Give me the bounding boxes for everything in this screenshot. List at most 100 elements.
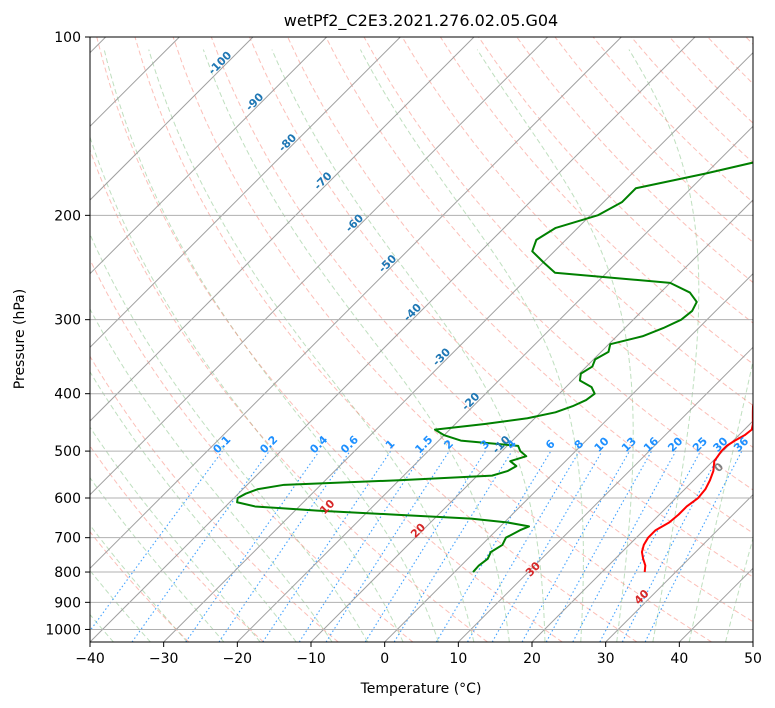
x-tick-label: 30 <box>597 651 615 667</box>
mixing-ratio-line <box>90 450 223 632</box>
dry-adiabat-line <box>90 148 488 642</box>
mixing-ratio-line <box>521 450 630 642</box>
chart-title: wetPf2_C2E3.2021.276.02.05.G04 <box>284 11 558 31</box>
x-tick-label: 10 <box>449 651 467 667</box>
dry-adiabat-line <box>516 37 753 284</box>
isotherm-line <box>90 37 475 422</box>
dry-adiabat-line <box>96 37 563 642</box>
x-tick-label: 0 <box>380 651 389 667</box>
dry-adiabat-line <box>287 37 753 534</box>
mixing-ratio-line <box>545 450 653 642</box>
mixing-ratio-label: 2 <box>441 437 456 452</box>
moist-adiabat-line <box>148 49 475 642</box>
isotherm-line <box>90 37 401 349</box>
dry-adiabat-line <box>554 37 753 243</box>
dry-adiabat-line <box>90 355 339 642</box>
moist-adiabat-line <box>90 233 369 642</box>
x-axis-ticks: −40 −30 −20 −10 0 10 20 30 40 50 <box>75 642 762 667</box>
isotherm-line <box>531 420 753 642</box>
dry-adiabat-line <box>210 37 753 623</box>
isotherm-line <box>163 51 753 642</box>
moist-adiabat-line <box>762 50 775 642</box>
dry-adiabat-line <box>325 37 753 491</box>
mixing-ratio-line <box>393 450 513 642</box>
isotherm-line <box>90 37 622 570</box>
isotherm-line <box>605 493 753 642</box>
dry-adiabat-line <box>172 37 712 642</box>
dry-adiabats <box>90 37 753 642</box>
sounding-traces <box>236 161 753 573</box>
x-tick-label: −40 <box>75 651 105 667</box>
isotherm-line <box>310 199 753 642</box>
dry-adiabat-line <box>363 37 753 448</box>
dry-adiabat-line <box>745 37 753 45</box>
mixing-ratio-lines <box>90 450 743 642</box>
dry-adiabat-label: 40 <box>632 587 652 607</box>
x-tick-label: −20 <box>223 651 253 667</box>
mixing-ratio-line <box>621 450 722 642</box>
mixing-ratio-label: 6 <box>543 437 558 452</box>
plot-area: -100-90-80-70-60-50-40-30-20-100.1 0.2 0.4… <box>0 37 775 642</box>
mixing-ratio-label: 3 <box>478 437 493 452</box>
dry-adiabat-label: 30 <box>523 559 543 579</box>
plot-frame <box>89 36 754 643</box>
temperature-trace <box>640 400 753 573</box>
isotherm-line <box>678 567 753 642</box>
mixing-ratio-label: 0.4 <box>307 433 330 456</box>
x-axis-label: Temperature (°C) <box>360 681 482 697</box>
isotherm-line <box>752 641 753 642</box>
x-tick-label: 50 <box>744 651 762 667</box>
mixing-ratio-line <box>599 450 702 642</box>
x-tick-label: 40 <box>670 651 688 667</box>
y-tick-label: 300 <box>54 313 81 329</box>
dry-adiabat-line <box>249 37 753 578</box>
moist-adiabat-line <box>202 49 510 642</box>
moist-adiabat-line <box>103 49 439 642</box>
moist-adiabat-line <box>90 308 333 642</box>
pressure-gridlines <box>90 37 753 630</box>
moist-adiabats <box>0 49 775 642</box>
y-axis-ticks: 100 200 300 400 500 600 700 800 900 1000 <box>45 30 90 638</box>
mixing-ratio-label: 1 <box>383 437 398 452</box>
y-tick-label: 900 <box>54 595 81 611</box>
mixing-ratio-line <box>572 450 677 642</box>
moist-adiabat-line <box>0 50 2 642</box>
moist-adiabat-line <box>628 49 700 642</box>
y-tick-label: 400 <box>54 387 81 403</box>
mixing-ratio-line <box>644 450 743 642</box>
isotherms <box>90 37 753 642</box>
isotherm-line <box>90 37 328 275</box>
dry-adiabat-line <box>134 37 638 642</box>
y-tick-label: 100 <box>54 30 81 46</box>
dry-adiabat-line <box>90 258 414 642</box>
isotherm-label: -80 <box>276 131 299 154</box>
x-tick-label: −30 <box>149 651 179 667</box>
mixing-ratio-label: 13 <box>619 435 639 455</box>
mixing-ratio-line <box>298 450 425 642</box>
y-tick-label: 500 <box>54 444 81 460</box>
y-tick-label: 200 <box>54 208 81 224</box>
isotherm-line <box>236 125 753 642</box>
x-tick-label: 20 <box>523 651 541 667</box>
isotherm-line <box>90 37 254 201</box>
wetbulb-zero-label: 0 <box>712 460 727 475</box>
dry-adiabat-line <box>401 37 753 406</box>
isotherm-label: -70 <box>311 169 334 192</box>
moist-adiabat-line <box>476 49 634 642</box>
dry-adiabat-line <box>669 37 753 124</box>
mixing-ratio-line <box>325 450 450 642</box>
mixing-ratio-line <box>185 450 320 642</box>
y-tick-label: 1000 <box>45 622 81 638</box>
y-tick-label: 700 <box>54 531 81 547</box>
mixing-ratio-line <box>131 450 270 642</box>
moist-adiabat-line <box>688 358 753 642</box>
moist-adiabat-line <box>271 49 546 642</box>
isotherm-label: -50 <box>376 252 399 275</box>
moist-adiabat-line <box>90 426 261 642</box>
isotherm-label: -40 <box>401 301 424 324</box>
isotherm-label: -30 <box>430 345 453 368</box>
y-tick-label: 600 <box>54 491 81 507</box>
y-axis-label: Pressure (hPa) <box>12 289 28 389</box>
mixing-ratio-label: 1.5 <box>412 433 435 456</box>
isotherm-label: -90 <box>243 90 266 113</box>
